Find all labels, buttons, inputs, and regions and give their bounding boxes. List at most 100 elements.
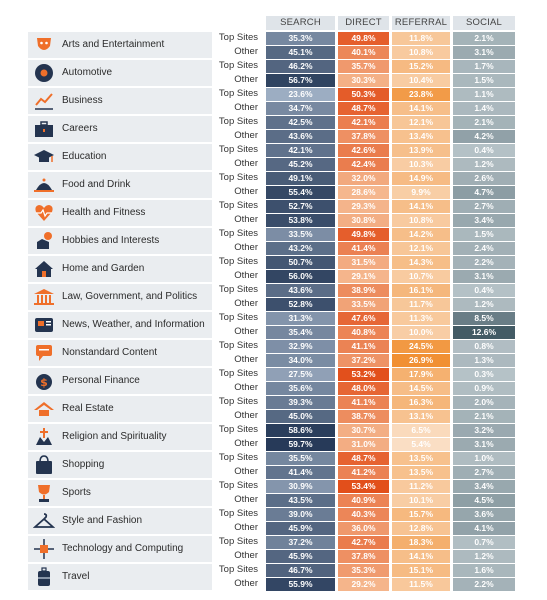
referral-cell: 13.5% [392, 451, 450, 465]
category-band [28, 116, 212, 142]
referral-cell: 13.9% [392, 143, 450, 157]
search-cell: 56.0% [266, 269, 335, 283]
category-label: Automotive [62, 67, 113, 78]
category-band [28, 88, 212, 114]
theater-mask-icon [33, 34, 55, 56]
row-label-other: Other [234, 382, 258, 393]
direct-cell: 48.7% [338, 451, 389, 465]
direct-cell: 49.8% [338, 227, 389, 241]
referral-cell: 10.0% [392, 325, 450, 339]
social-cell: 2.2% [453, 255, 515, 269]
category-band [28, 424, 212, 450]
row-label-other: Other [234, 46, 258, 57]
referral-cell: 10.7% [392, 269, 450, 283]
direct-cell: 40.3% [338, 507, 389, 521]
house-icon [33, 258, 55, 280]
category-band [28, 312, 212, 338]
social-cell: 1.2% [453, 297, 515, 311]
referral-cell: 16.1% [392, 283, 450, 297]
social-cell: 0.8% [453, 339, 515, 353]
direct-cell: 40.9% [338, 493, 389, 507]
social-cell: 4.5% [453, 493, 515, 507]
circuit-icon [33, 538, 55, 560]
category-band [28, 368, 212, 394]
referral-cell: 10.4% [392, 73, 450, 87]
search-cell: 41.4% [266, 465, 335, 479]
hobby-hand-icon [33, 230, 55, 252]
referral-cell: 12.8% [392, 521, 450, 535]
search-cell: 59.7% [266, 437, 335, 451]
search-cell: 45.0% [266, 409, 335, 423]
social-cell: 0.3% [453, 367, 515, 381]
row-label-top-sites: Top Sites [218, 32, 258, 43]
referral-cell: 11.5% [392, 577, 450, 591]
referral-cell: 15.7% [392, 507, 450, 521]
search-cell: 37.2% [266, 535, 335, 549]
direct-cell: 35.3% [338, 563, 389, 577]
svg-text:$: $ [40, 376, 48, 389]
search-cell: 45.2% [266, 157, 335, 171]
row-label-other: Other [234, 130, 258, 141]
referral-cell: 6.5% [392, 423, 450, 437]
category-band [28, 480, 212, 506]
newspaper-icon [33, 314, 55, 336]
referral-cell: 10.8% [392, 45, 450, 59]
referral-cell: 11.3% [392, 311, 450, 325]
category-band [28, 60, 212, 86]
suitcase-icon [33, 566, 55, 588]
search-cell: 34.0% [266, 353, 335, 367]
category-label: Food and Drink [62, 179, 131, 190]
category-label: Style and Fashion [62, 515, 143, 526]
row-label-top-sites: Top Sites [218, 564, 258, 575]
category-label: Hobbies and Interests [62, 235, 160, 246]
social-cell: 0.9% [453, 381, 515, 395]
social-cell: 3.1% [453, 437, 515, 451]
category-label: Nonstandard Content [62, 347, 158, 358]
direct-cell: 42.6% [338, 143, 389, 157]
search-cell: 35.4% [266, 325, 335, 339]
direct-cell: 37.8% [338, 129, 389, 143]
category-band [28, 32, 212, 58]
direct-cell: 36.0% [338, 521, 389, 535]
referral-cell: 12.1% [392, 241, 450, 255]
direct-cell: 53.4% [338, 479, 389, 493]
search-cell: 45.9% [266, 549, 335, 563]
referral-cell: 10.1% [392, 493, 450, 507]
referral-cell: 14.1% [392, 199, 450, 213]
referral-cell: 17.9% [392, 367, 450, 381]
referral-cell: 9.9% [392, 185, 450, 199]
social-cell: 0.4% [453, 143, 515, 157]
referral-cell: 14.2% [392, 227, 450, 241]
category-band [28, 452, 212, 478]
social-cell: 1.5% [453, 73, 515, 87]
row-label-top-sites: Top Sites [218, 396, 258, 407]
column-header-search: SEARCH [266, 16, 335, 30]
direct-cell: 38.9% [338, 283, 389, 297]
row-label-other: Other [234, 102, 258, 113]
row-label-top-sites: Top Sites [218, 452, 258, 463]
referral-cell: 11.7% [392, 297, 450, 311]
row-label-top-sites: Top Sites [218, 340, 258, 351]
search-cell: 55.4% [266, 185, 335, 199]
category-label: Education [62, 151, 107, 162]
social-cell: 2.1% [453, 409, 515, 423]
row-label-top-sites: Top Sites [218, 508, 258, 519]
category-label: Travel [62, 571, 90, 582]
direct-cell: 50.3% [338, 87, 389, 101]
social-cell: 2.7% [453, 465, 515, 479]
row-label-top-sites: Top Sites [218, 312, 258, 323]
category-label: Business [62, 95, 103, 106]
referral-cell: 10.8% [392, 213, 450, 227]
search-cell: 34.7% [266, 101, 335, 115]
direct-cell: 32.0% [338, 171, 389, 185]
search-cell: 42.1% [266, 143, 335, 157]
category-band [28, 228, 212, 254]
search-cell: 31.3% [266, 311, 335, 325]
search-cell: 50.7% [266, 255, 335, 269]
category-band [28, 564, 212, 590]
search-cell: 46.7% [266, 563, 335, 577]
search-cell: 32.9% [266, 339, 335, 353]
referral-cell: 10.3% [392, 157, 450, 171]
direct-cell: 53.2% [338, 367, 389, 381]
social-cell: 0.7% [453, 535, 515, 549]
